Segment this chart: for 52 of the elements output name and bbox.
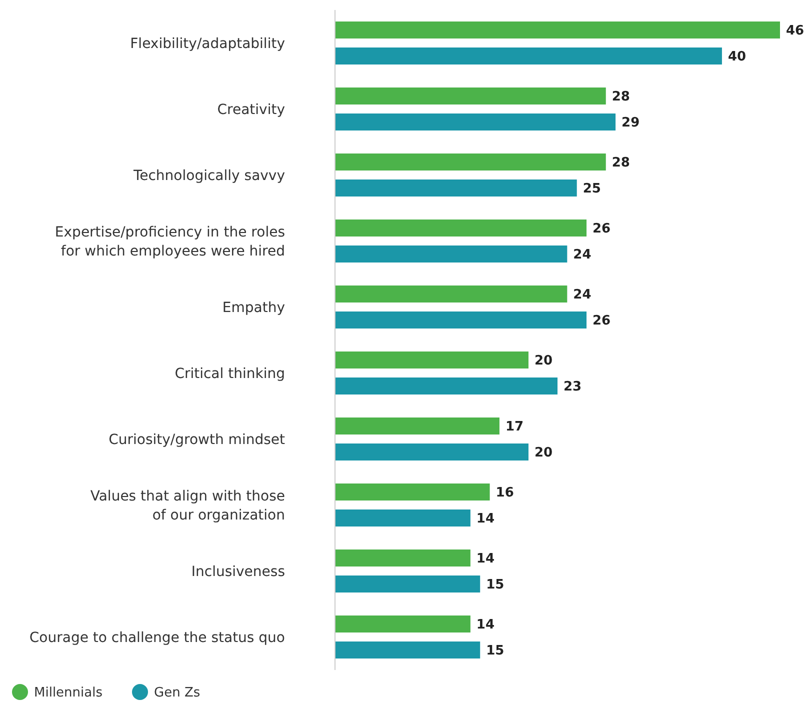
y-tick-label: Curiosity/growth mindset — [108, 432, 286, 448]
data-label: 17 — [505, 420, 524, 435]
data-label: 14 — [476, 618, 495, 633]
data-label: 25 — [582, 182, 601, 197]
bar — [335, 352, 528, 368]
bar — [335, 510, 470, 526]
data-label: 20 — [534, 446, 553, 461]
data-label: 26 — [592, 222, 611, 237]
bar — [335, 180, 577, 196]
bar — [335, 642, 480, 658]
data-label: 15 — [486, 578, 504, 593]
data-label: 40 — [728, 50, 746, 65]
y-tick-label: Creativity — [217, 102, 285, 118]
legend-label: Millennials — [34, 686, 103, 701]
bar — [335, 286, 568, 302]
y-tick-label: Expertise/proficiency in the roles for which employees were hired — [54, 224, 285, 260]
y-tick-label: Critical thinking — [174, 366, 285, 382]
data-label: 14 — [476, 552, 495, 567]
data-label: 26 — [592, 314, 611, 329]
data-label: 24 — [573, 248, 592, 263]
bar — [335, 154, 606, 170]
data-label: 14 — [476, 512, 495, 527]
y-tick-label: Inclusiveness — [191, 564, 285, 580]
data-label: 16 — [496, 486, 514, 501]
legend-label: Gen Zs — [154, 686, 200, 701]
bar — [335, 550, 470, 566]
y-tick-label: Courage to challenge the status quo — [29, 630, 285, 646]
bar — [335, 312, 587, 328]
bar — [335, 88, 606, 104]
data-label: 24 — [573, 288, 592, 303]
bar — [335, 576, 480, 592]
y-tick-label: Empathy — [222, 300, 285, 316]
data-label: 15 — [486, 644, 504, 659]
data-label: 29 — [622, 116, 640, 131]
y-tick-label: Technologically savvy — [132, 168, 285, 184]
data-label: 20 — [534, 354, 553, 369]
data-label: 46 — [786, 24, 804, 39]
bar — [335, 48, 722, 64]
bar — [335, 378, 558, 394]
data-label: 28 — [612, 90, 630, 105]
y-tick-label: Flexibility/adaptability — [130, 36, 285, 52]
data-label: 28 — [612, 156, 630, 171]
bar — [335, 418, 500, 434]
bar — [335, 246, 568, 262]
bar — [335, 114, 616, 130]
bar — [335, 616, 470, 632]
y-tick-label: Values that align with those of our organization — [90, 488, 285, 524]
bar — [335, 444, 528, 460]
data-label: 23 — [564, 380, 582, 395]
bar — [335, 220, 587, 236]
bar — [335, 22, 780, 38]
bar — [335, 484, 490, 500]
